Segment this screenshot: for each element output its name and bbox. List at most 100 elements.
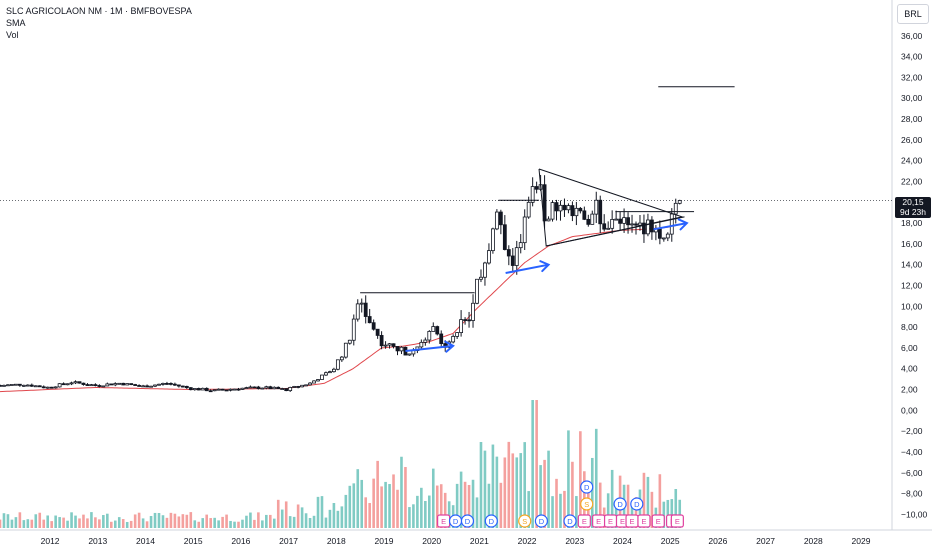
volume-bar <box>543 459 546 528</box>
volume-bar <box>90 512 93 528</box>
volume-bar <box>475 497 479 528</box>
symbol-title[interactable]: SLC AGRICOLAON NM · 1M · BMFBOVESPA <box>6 6 192 16</box>
volume-bar <box>110 521 113 528</box>
candle-body <box>491 228 495 252</box>
y-tick-label: 24,00 <box>901 156 923 166</box>
x-tick-label: 2027 <box>756 536 775 546</box>
candle-body <box>534 186 539 190</box>
event-marker-label: D <box>465 517 471 526</box>
candle-body <box>41 386 46 389</box>
y-tick-label: 22,00 <box>901 176 923 186</box>
volume-bar <box>165 517 169 528</box>
volume-bar <box>483 450 487 528</box>
volume-bar <box>555 478 558 528</box>
x-tick-label: 2023 <box>565 536 584 546</box>
candle-body <box>566 205 571 211</box>
candle-body <box>280 388 285 390</box>
arrow-shaft <box>653 222 688 231</box>
y-tick-label: 14,00 <box>901 260 923 270</box>
x-tick-label: 2025 <box>661 536 680 546</box>
candle-body <box>391 343 396 347</box>
volume-bar <box>205 514 209 528</box>
candle-body <box>359 302 364 305</box>
event-marker-label: E <box>608 517 613 526</box>
y-tick-label: −2,00 <box>901 426 923 436</box>
candle-body <box>117 382 122 385</box>
candle-body <box>638 222 642 226</box>
candle-body <box>657 228 662 239</box>
candle-body <box>582 210 587 220</box>
y-tick-label: 18,00 <box>901 218 923 228</box>
candle-body <box>375 328 380 336</box>
candle-body <box>101 385 106 388</box>
candle-body <box>236 388 241 391</box>
candle-body <box>37 385 42 388</box>
candle-body <box>598 199 603 225</box>
volume-bar <box>2 513 6 528</box>
volume-bar <box>117 517 121 528</box>
earnings-marker <box>670 514 684 528</box>
candle-body <box>29 384 34 387</box>
arrow-head <box>444 340 455 353</box>
x-tick-label: 2019 <box>375 536 394 546</box>
candle-body <box>212 389 217 392</box>
split-marker <box>580 497 594 511</box>
arrow-head <box>677 218 689 231</box>
candle-body <box>379 335 384 347</box>
candle-body <box>570 205 575 217</box>
candle-body <box>180 385 185 388</box>
candle-body <box>626 217 630 226</box>
volume-bar <box>312 515 316 528</box>
x-tick-label: 2022 <box>518 536 537 546</box>
volume-bar <box>149 515 153 528</box>
volume-bar <box>161 515 165 528</box>
volume-bar <box>487 483 491 528</box>
x-tick-label: 2017 <box>279 536 298 546</box>
candle-body <box>510 255 515 266</box>
volume-bar <box>177 516 181 528</box>
volume-bar <box>269 514 272 528</box>
volume-bar <box>579 431 582 528</box>
volume-bar <box>229 520 232 528</box>
candle-body <box>61 383 66 386</box>
candle-body <box>578 207 583 212</box>
currency-button[interactable]: BRL <box>897 4 929 24</box>
volume-bar <box>364 497 368 528</box>
candle-body <box>161 383 165 385</box>
candle-body <box>395 346 400 352</box>
candle-body <box>10 384 14 386</box>
candle-body <box>355 303 360 320</box>
candle-body <box>244 387 249 389</box>
volume-bar <box>141 518 145 528</box>
volume-bar <box>439 484 443 528</box>
x-tick-label: 2024 <box>613 536 632 546</box>
candle-body <box>129 383 134 385</box>
candle-body <box>665 233 670 239</box>
y-tick-label: −10,00 <box>901 509 928 519</box>
volume-bar <box>217 520 220 528</box>
event-marker-label: E <box>596 517 601 526</box>
volume-bar <box>78 518 81 528</box>
volume-bar <box>420 487 423 528</box>
volume-bar <box>428 495 431 528</box>
candle-body <box>347 339 352 344</box>
candle-body <box>204 387 209 392</box>
candle-body <box>165 383 169 385</box>
candle-body <box>554 202 559 212</box>
volume-bar <box>511 453 515 528</box>
arrow-shaft <box>405 344 454 353</box>
volume-bar <box>30 519 34 528</box>
volume-bar <box>571 461 574 528</box>
candle-body <box>594 199 599 215</box>
event-marker-label: E <box>441 517 446 526</box>
volume-bar <box>86 518 89 528</box>
x-tick-label: 2021 <box>470 536 489 546</box>
sma-legend[interactable]: SMA <box>6 18 26 28</box>
candle-body <box>339 356 344 361</box>
vol-legend[interactable]: Vol <box>6 30 19 40</box>
volume-bar <box>288 516 292 528</box>
candle-body <box>192 388 197 391</box>
volume-bar <box>181 514 185 528</box>
